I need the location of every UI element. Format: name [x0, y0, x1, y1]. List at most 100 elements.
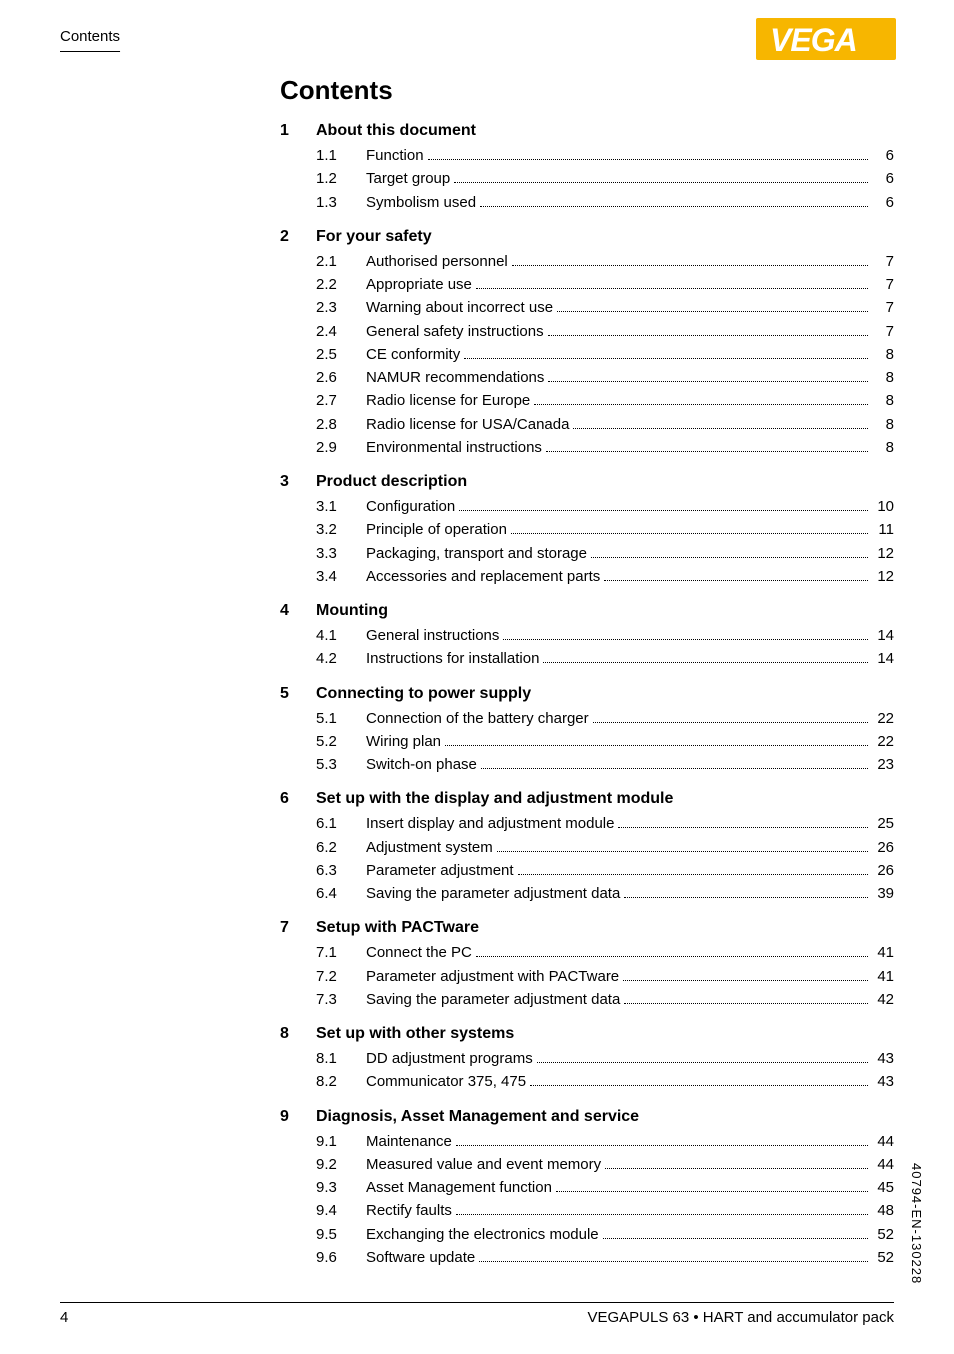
- entry-page: 26: [872, 859, 894, 882]
- footer-product: VEGAPULS 63 • HART and accumulator pack: [587, 1309, 894, 1326]
- section-title: Setup with PACTware: [316, 919, 479, 937]
- toc-entry[interactable]: 3.3Packaging, transport and storage 12: [280, 542, 894, 565]
- toc-entry[interactable]: 9.6Software update52: [280, 1246, 894, 1269]
- svg-text:VEGA: VEGA: [770, 22, 857, 58]
- entry-number: 3.3: [316, 542, 366, 565]
- entry-page: 12: [872, 542, 894, 565]
- entry-label: Function: [366, 144, 424, 167]
- leader-dots: [476, 288, 868, 289]
- entry-page: 42: [872, 988, 894, 1011]
- leader-dots: [530, 1085, 868, 1086]
- toc-entry[interactable]: 6.1Insert display and adjustment module2…: [280, 812, 894, 835]
- toc-entry[interactable]: 8.2Communicator 375, 47543: [280, 1070, 894, 1093]
- toc-entry[interactable]: 2.5CE conformity8: [280, 343, 894, 366]
- entry-number: 1.1: [316, 144, 366, 167]
- toc-entry[interactable]: 6.4Saving the parameter adjustment data3…: [280, 882, 894, 905]
- toc-entry[interactable]: 4.2Instructions for installation14: [280, 647, 894, 670]
- entry-number: 9.5: [316, 1223, 366, 1246]
- leader-dots: [557, 311, 868, 312]
- entry-number: 7.1: [316, 941, 366, 964]
- toc-entry[interactable]: 2.9Environmental instructions8: [280, 436, 894, 459]
- toc-entry[interactable]: 3.1Configuration10: [280, 495, 894, 518]
- entry-label: Maintenance: [366, 1130, 452, 1153]
- entry-label: Rectify faults: [366, 1199, 452, 1222]
- entry-number: 8.2: [316, 1070, 366, 1093]
- toc-entry[interactable]: 2.2Appropriate use7: [280, 273, 894, 296]
- section-number: 3: [280, 473, 316, 491]
- toc-entry[interactable]: 2.7Radio license for Europe8: [280, 389, 894, 412]
- section-title: Mounting: [316, 602, 388, 620]
- entry-number: 6.1: [316, 812, 366, 835]
- toc-entry[interactable]: 3.2Principle of operation11: [280, 518, 894, 541]
- section-title: Product description: [316, 473, 467, 491]
- document-code: 40794-EN-130228: [909, 1163, 924, 1284]
- toc-entry[interactable]: 9.1Maintenance44: [280, 1130, 894, 1153]
- entry-number: 3.2: [316, 518, 366, 541]
- entry-page: 22: [872, 707, 894, 730]
- entry-number: 9.4: [316, 1199, 366, 1222]
- leader-dots: [623, 980, 868, 981]
- toc-entry[interactable]: 6.3Parameter adjustment26: [280, 859, 894, 882]
- toc-entry[interactable]: 9.4Rectify faults48: [280, 1199, 894, 1222]
- toc-entry[interactable]: 9.3Asset Management function 45: [280, 1176, 894, 1199]
- entry-page: 45: [872, 1176, 894, 1199]
- toc-entry[interactable]: 2.8Radio license for USA/Canada8: [280, 413, 894, 436]
- entry-label: DD adjustment programs: [366, 1047, 533, 1070]
- entry-number: 7.3: [316, 988, 366, 1011]
- section-number: 5: [280, 685, 316, 703]
- entry-number: 2.9: [316, 436, 366, 459]
- entry-label: Asset Management function: [366, 1176, 552, 1199]
- toc-entry[interactable]: 2.6NAMUR recommendations8: [280, 366, 894, 389]
- entry-label: Warning about incorrect use: [366, 296, 553, 319]
- entry-label: CE conformity: [366, 343, 460, 366]
- entry-number: 6.3: [316, 859, 366, 882]
- entry-number: 9.3: [316, 1176, 366, 1199]
- entry-label: Target group: [366, 167, 450, 190]
- entry-number: 2.8: [316, 413, 366, 436]
- section-number: 6: [280, 790, 316, 808]
- toc-entry[interactable]: 8.1DD adjustment programs43: [280, 1047, 894, 1070]
- entry-page: 12: [872, 565, 894, 588]
- leader-dots: [479, 1261, 868, 1262]
- entry-label: Principle of operation: [366, 518, 507, 541]
- entry-label: Packaging, transport and storage: [366, 542, 587, 565]
- toc-section: 5Connecting to power supply5.1Connection…: [280, 685, 894, 777]
- toc-entry[interactable]: 6.2Adjustment system26: [280, 836, 894, 859]
- toc-entry[interactable]: 7.1Connect the PC41: [280, 941, 894, 964]
- section-number: 4: [280, 602, 316, 620]
- toc-section: 8Set up with other systems8.1DD adjustme…: [280, 1025, 894, 1094]
- entry-label: Exchanging the electronics module: [366, 1223, 599, 1246]
- leader-dots: [534, 404, 868, 405]
- toc-entry[interactable]: 2.4General safety instructions7: [280, 320, 894, 343]
- toc-entry[interactable]: 1.3Symbolism used6: [280, 191, 894, 214]
- entry-page: 10: [872, 495, 894, 518]
- footer: 4 VEGAPULS 63 • HART and accumulator pac…: [60, 1302, 894, 1326]
- section-title: Set up with the display and adjustment m…: [316, 790, 673, 808]
- toc-entry[interactable]: 9.2Measured value and event memory44: [280, 1153, 894, 1176]
- toc-entry[interactable]: 2.1Authorised personnel7: [280, 250, 894, 273]
- toc-entry[interactable]: 4.1General instructions14: [280, 624, 894, 647]
- leader-dots: [546, 451, 868, 452]
- leader-dots: [603, 1238, 868, 1239]
- toc-entry[interactable]: 9.5Exchanging the electronics module 52: [280, 1223, 894, 1246]
- entry-page: 6: [872, 144, 894, 167]
- toc-entry[interactable]: 5.1Connection of the battery charger22: [280, 707, 894, 730]
- toc-section: 6Set up with the display and adjustment …: [280, 790, 894, 905]
- entry-page: 8: [872, 413, 894, 436]
- toc-entry[interactable]: 5.3Switch-on phase23: [280, 753, 894, 776]
- entry-label: General safety instructions: [366, 320, 544, 343]
- toc-entry[interactable]: 3.4Accessories and replacement parts12: [280, 565, 894, 588]
- toc-entry[interactable]: 7.2Parameter adjustment with PACTware41: [280, 965, 894, 988]
- entry-label: General instructions: [366, 624, 499, 647]
- entry-page: 8: [872, 389, 894, 412]
- entry-number: 5.1: [316, 707, 366, 730]
- entry-number: 1.3: [316, 191, 366, 214]
- toc-entry[interactable]: 2.3Warning about incorrect use7: [280, 296, 894, 319]
- entry-page: 52: [872, 1223, 894, 1246]
- toc-entry[interactable]: 7.3Saving the parameter adjustment data4…: [280, 988, 894, 1011]
- toc-entry[interactable]: 5.2Wiring plan22: [280, 730, 894, 753]
- leader-dots: [476, 956, 868, 957]
- toc-entry[interactable]: 1.1Function 6: [280, 144, 894, 167]
- entry-label: Communicator 375, 475: [366, 1070, 526, 1093]
- toc-entry[interactable]: 1.2Target group6: [280, 167, 894, 190]
